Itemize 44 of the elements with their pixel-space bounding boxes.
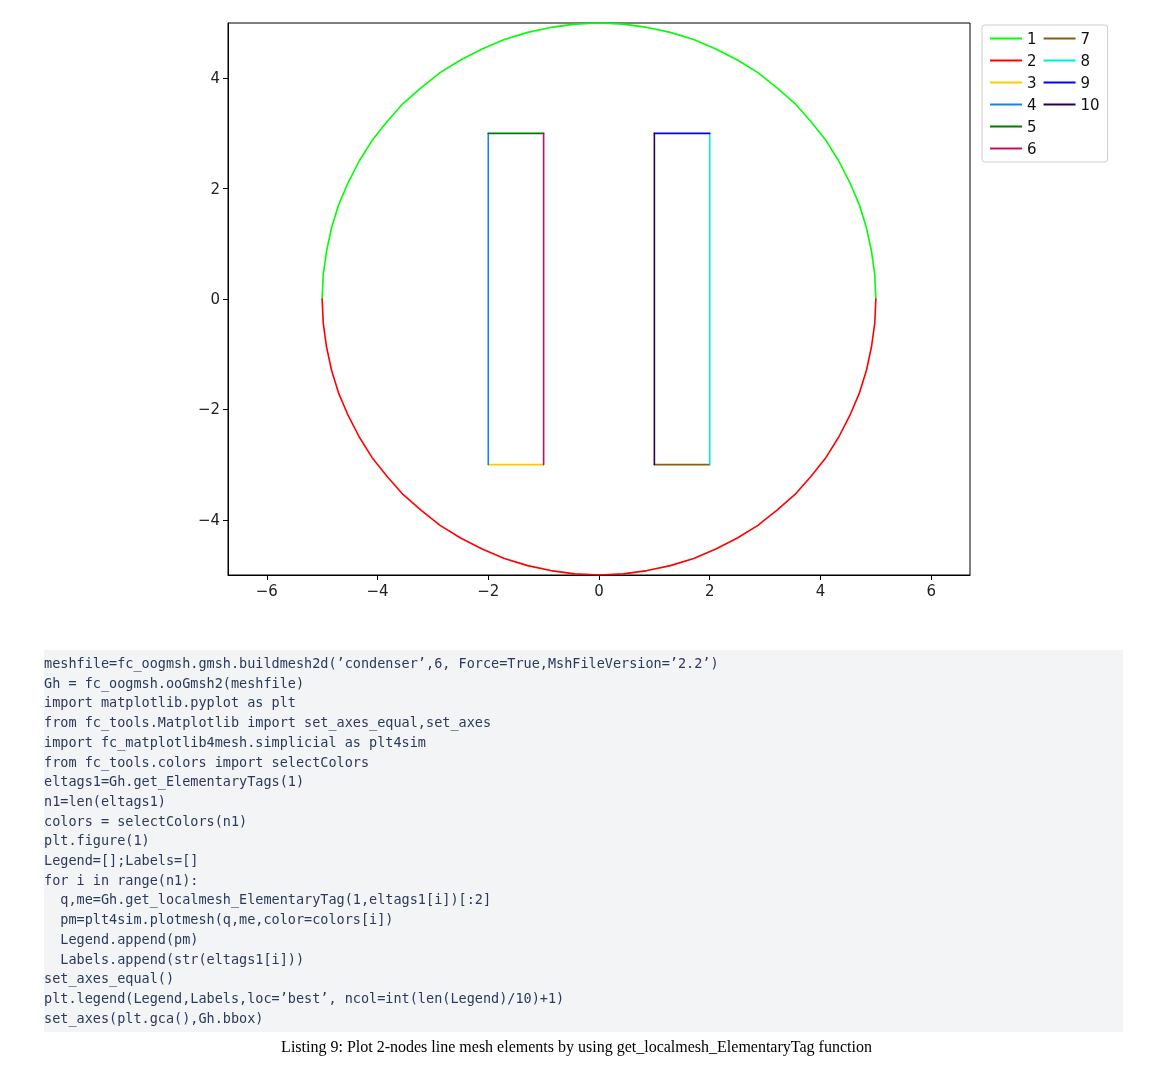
y-tick-label: 2: [210, 179, 220, 198]
text: q,me=Gh.get_localmesh_ElementaryTag(1,eltags1[i])[:2]: [60, 891, 492, 908]
text: n1=len(eltags1): [44, 792, 166, 809]
text: Legend.append(pm): [60, 930, 199, 947]
text: colors = selectColors(n1): [44, 812, 248, 829]
legend-label: 1: [1027, 29, 1037, 48]
y-tick-label: 4: [210, 69, 220, 88]
x-tick-label: 6: [926, 581, 937, 600]
y-tick-label: −2: [197, 400, 220, 419]
text: plt.figure(1): [44, 832, 150, 849]
legend-label: 4: [1027, 95, 1037, 114]
text: Legend=[];Labels=[]: [44, 852, 199, 869]
text: for i in range(n1):: [44, 871, 199, 888]
text: set_axes(plt.gca(),Gh.bbox): [44, 1009, 264, 1026]
line-series: [321, 22, 877, 300]
text: meshfile=fc_oogmsh.gmsh.buildmesh2d(’condenser’,6, Force=True,MshFileVersion=’2.2’): [44, 655, 719, 671]
x-tick-label: −2: [477, 581, 500, 600]
x-tick-label: 0: [594, 581, 604, 600]
text: Gh = fc_oogmsh.ooGmsh2(meshfile): [44, 674, 305, 691]
text: plt.legend(Legend,Labels,loc=’best’, ncol=int(len(Legend)/10)+1): [44, 989, 565, 1006]
line-series: [321, 298, 877, 576]
text: from fc_tools.colors import selectColors: [44, 753, 370, 770]
text: set_axes_equal(): [44, 970, 175, 987]
x-tick-label: −6: [255, 581, 278, 600]
legend-label: 6: [1027, 139, 1037, 158]
x-tick-label: −4: [366, 581, 389, 600]
legend-label: 8: [1080, 51, 1091, 70]
legend-label: 3: [1027, 73, 1037, 92]
legend-label: 2: [1027, 51, 1037, 70]
text: import matplotlib.pyplot as plt: [44, 694, 296, 711]
legend-label: 9: [1080, 73, 1091, 92]
x-tick-label: 4: [815, 581, 826, 600]
text: pm=plt4sim.plotmesh(q,me,color=colors[i]): [60, 911, 394, 928]
legend-label: 10: [1080, 95, 1100, 114]
text: Listing 9: Plot 2-nodes line mesh elements by using get_localmesh_ElementaryTag function: [280, 1038, 873, 1057]
legend-label: 7: [1080, 29, 1091, 48]
text: eltags1=Gh.get_ElementaryTags(1): [44, 773, 305, 790]
text: from fc_tools.Matplotlib import set_axes_equal,set_axes: [44, 714, 492, 731]
y-tick-label: 0: [210, 290, 220, 308]
x-tick-label: 2: [704, 581, 715, 600]
y-tick-label: −4: [197, 510, 220, 529]
text: Labels.append(str(eltags1[i])): [60, 950, 305, 967]
legend-label: 5: [1027, 117, 1037, 136]
text: import fc_matplotlib4mesh.simplicial as plt4sim: [44, 733, 427, 750]
